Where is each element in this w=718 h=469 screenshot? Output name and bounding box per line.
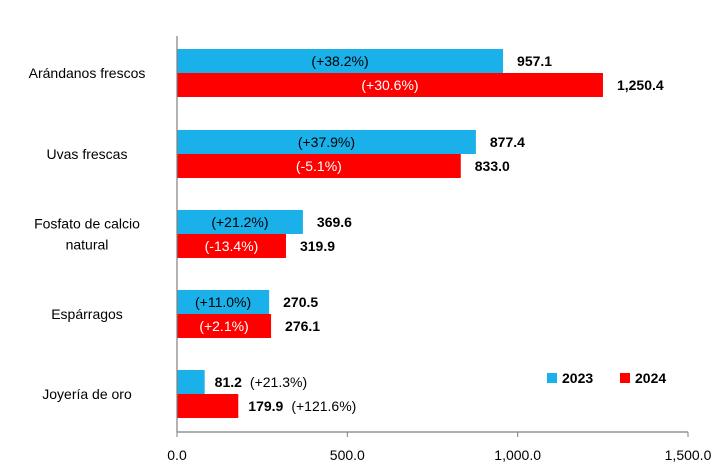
bar-2024-4: [177, 394, 239, 418]
category-label: natural: [66, 237, 109, 253]
bar-2023-0: [177, 49, 504, 73]
category-label: Joyería de oro: [42, 386, 132, 402]
value-label: 276.1: [285, 318, 320, 334]
change-label: (-13.4%): [205, 238, 259, 254]
category-labels: Arándanos frescos Uvas frescas Fosfato de …: [29, 65, 146, 402]
bar-2024-0: [177, 73, 603, 97]
value-label: 877.4: [490, 134, 525, 150]
change-label: (+30.6%): [361, 77, 418, 93]
category-label: Arándanos frescos: [29, 65, 146, 81]
change-label: (+121.6%): [291, 398, 356, 414]
change-label: (+2.1%): [199, 318, 248, 334]
value-label: 833.0: [475, 158, 510, 174]
change-label: (+37.9%): [298, 134, 355, 150]
x-axis-ticks: 0.0 500.0 1,000.0 1,500.0: [167, 432, 712, 463]
x-tick-label: 1,000.0: [494, 447, 541, 463]
category-label: Uvas frescas: [47, 146, 128, 162]
value-label: 1,250.4: [617, 77, 664, 93]
legend-swatch-2024: [620, 373, 630, 383]
bar-2023-1: [177, 130, 476, 154]
change-label: (+21.2%): [211, 214, 268, 230]
value-label: 179.9: [248, 398, 283, 414]
bar-2023-3: [177, 290, 270, 314]
bar-labels: 957.1 (+38.2%) 1,250.4 (+30.6%) 877.4 (+37.9%…: [195, 53, 664, 414]
change-label: (+11.0%): [195, 294, 251, 310]
legend-label: 2023: [562, 370, 593, 386]
bars: [177, 49, 603, 418]
bar-2023-2: [177, 210, 303, 234]
change-label: (+38.2%): [311, 53, 368, 69]
value-label: 81.2: [215, 374, 242, 390]
bar-2024-1: [177, 154, 461, 178]
axes: [176, 36, 688, 433]
bar-2024-3: [177, 314, 272, 338]
x-tick-label: 0.0: [167, 447, 187, 463]
legend-label: 2024: [635, 370, 666, 386]
legend-swatch-2023: [547, 373, 557, 383]
value-label: 957.1: [517, 53, 552, 69]
bar-2024-2: [177, 234, 286, 258]
x-tick-label: 500.0: [330, 447, 365, 463]
value-label: 369.6: [317, 214, 352, 230]
legend: 2023 2024: [547, 370, 666, 386]
change-label: (+21.3%): [250, 374, 307, 390]
bar-2023-4: [177, 370, 205, 394]
category-label: Fosfato de calcio: [34, 216, 140, 232]
x-tick-label: 1,500.0: [665, 447, 712, 463]
category-label: Espárragos: [51, 306, 123, 322]
value-label: 319.9: [300, 238, 335, 254]
value-label: 270.5: [283, 294, 318, 310]
change-label: (-5.1%): [296, 158, 342, 174]
